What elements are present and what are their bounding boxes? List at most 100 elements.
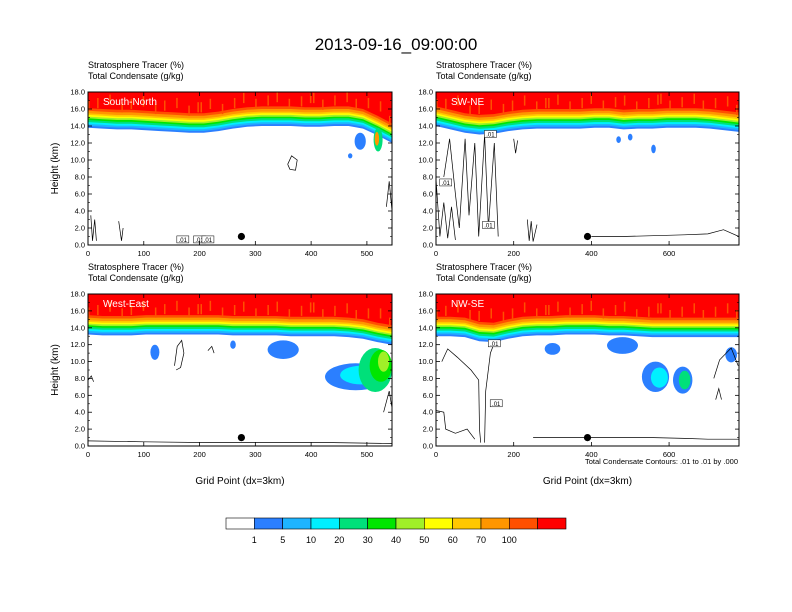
tracer-blob <box>650 367 668 388</box>
colorbar-label: 20 <box>334 535 344 545</box>
tracer-blob <box>378 351 390 372</box>
tracer-streak <box>233 305 236 316</box>
tracer-streak <box>109 94 111 105</box>
colorbar-label: 70 <box>476 535 486 545</box>
condensate-contour <box>443 134 499 237</box>
tracer-streak <box>602 100 605 111</box>
tracer-streak <box>478 103 480 115</box>
y-tick-label: 12.0 <box>70 340 85 349</box>
tracer-streak <box>164 100 166 111</box>
y-tick-label: 4.0 <box>423 207 433 216</box>
tracer-streak <box>469 310 471 321</box>
tracer-streak <box>490 308 492 319</box>
tracer-streak <box>322 99 324 110</box>
x-tick-label: 0 <box>86 249 90 258</box>
tracer-streak <box>714 306 717 317</box>
panel-west-east: West-East 0.0 2.0 4.0 6.0 8.0 10.0 12.0 14.0 16.0… <box>50 262 393 487</box>
location-marker <box>237 434 245 442</box>
tracer-streak <box>693 303 695 314</box>
tracer-streak <box>154 103 157 115</box>
x-tick-label: 0 <box>434 249 438 258</box>
x-tick-label: 0 <box>86 450 90 459</box>
y-tick-label: 8.0 <box>75 374 85 383</box>
location-marker <box>237 232 245 241</box>
contour-label: .01 <box>195 238 204 244</box>
tracer-streak <box>322 309 324 320</box>
tracer-streak <box>130 98 133 109</box>
condensate-contour <box>715 387 722 400</box>
y-tick-label: 2.0 <box>75 224 85 233</box>
x-tick-label: 100 <box>138 450 151 459</box>
colorbar-label: 1 <box>252 535 257 545</box>
colorbar-box <box>367 517 397 530</box>
colorbar-box <box>310 517 340 530</box>
condensate-contour <box>207 345 215 354</box>
tracer-streak <box>313 92 315 104</box>
y-axis-label: Height (km) <box>50 344 61 396</box>
tracer-streak <box>309 92 312 104</box>
tracer-band-11 <box>88 92 392 124</box>
tracer-streak <box>702 310 705 321</box>
tracer-streak <box>457 95 459 106</box>
tracer-streak <box>276 92 278 103</box>
panel-title-line2: Total Condensate (g/kg) <box>88 273 184 283</box>
tracer-streak <box>379 101 382 112</box>
tracer-streak <box>88 100 90 111</box>
tracer-streak <box>267 95 269 106</box>
y-tick-label: 18.0 <box>70 88 85 97</box>
tracer-blob <box>354 132 366 150</box>
tracer-streak <box>309 302 312 313</box>
tracer-streak <box>389 317 391 328</box>
panel-south-north: .01.01.01South-North0.02.04.06.08.010.01… <box>50 60 393 258</box>
tracer-streak <box>154 307 157 318</box>
y-tick-label: 14.0 <box>70 122 85 131</box>
colorbar-box <box>395 517 425 530</box>
panel-title-line2: Total Condensate (g/kg) <box>88 71 184 81</box>
colorbar-box <box>508 517 538 530</box>
colorbar-label: 30 <box>363 535 373 545</box>
tracer-streak <box>536 308 538 319</box>
tracer-streak <box>457 302 459 313</box>
y-tick-label: 10.0 <box>70 156 85 165</box>
tracer-streak <box>614 97 617 108</box>
tracer-streak <box>436 98 438 109</box>
condensate-contour <box>484 342 495 443</box>
tracer-streak <box>355 98 357 109</box>
contour-label-box <box>489 399 503 408</box>
tracer-band-11 <box>436 92 739 115</box>
tracer-streak <box>445 305 447 316</box>
tracer-streak <box>288 98 291 109</box>
y-axis-label: Height (km) <box>50 143 61 195</box>
tracer-streak <box>660 93 662 104</box>
colorbar-box <box>225 517 255 530</box>
panels-group: .01.01.01South-North0.02.04.06.08.010.01… <box>50 60 740 487</box>
colorbar-label: 100 <box>502 535 517 545</box>
tracer-streak <box>636 101 638 112</box>
y-tick-label: 8.0 <box>423 173 433 182</box>
tracer-streak <box>109 301 111 312</box>
panel-plot-area: .01 .01 <box>436 294 739 446</box>
y-tick-label: 6.0 <box>423 391 433 400</box>
x-tick-label: 200 <box>507 249 520 258</box>
tracer-streak <box>130 305 133 316</box>
condensate-contour <box>513 138 518 154</box>
y-tick-label: 10.0 <box>418 156 433 165</box>
tracer-streak <box>545 305 547 316</box>
y-tick-label: 0.0 <box>423 241 433 250</box>
panel-title-line2: Total Condensate (g/kg) <box>436 71 532 81</box>
y-tick-label: 0.0 <box>423 442 433 451</box>
tracer-streak <box>669 100 671 111</box>
tracer-streak <box>355 310 357 321</box>
condensate-contour <box>436 410 476 440</box>
tracer-streak <box>602 308 605 319</box>
tracer-streak <box>660 303 662 314</box>
tracer-streak <box>209 98 212 109</box>
tracer-streak <box>614 305 617 316</box>
tracer-streak <box>669 310 671 321</box>
tracer-streak <box>121 308 123 319</box>
tracer-streak <box>681 97 683 108</box>
y-tick-label: 0.0 <box>75 442 85 451</box>
tracer-streak <box>693 93 695 104</box>
tracer-blob <box>607 337 638 354</box>
tracer-blob <box>627 133 633 141</box>
